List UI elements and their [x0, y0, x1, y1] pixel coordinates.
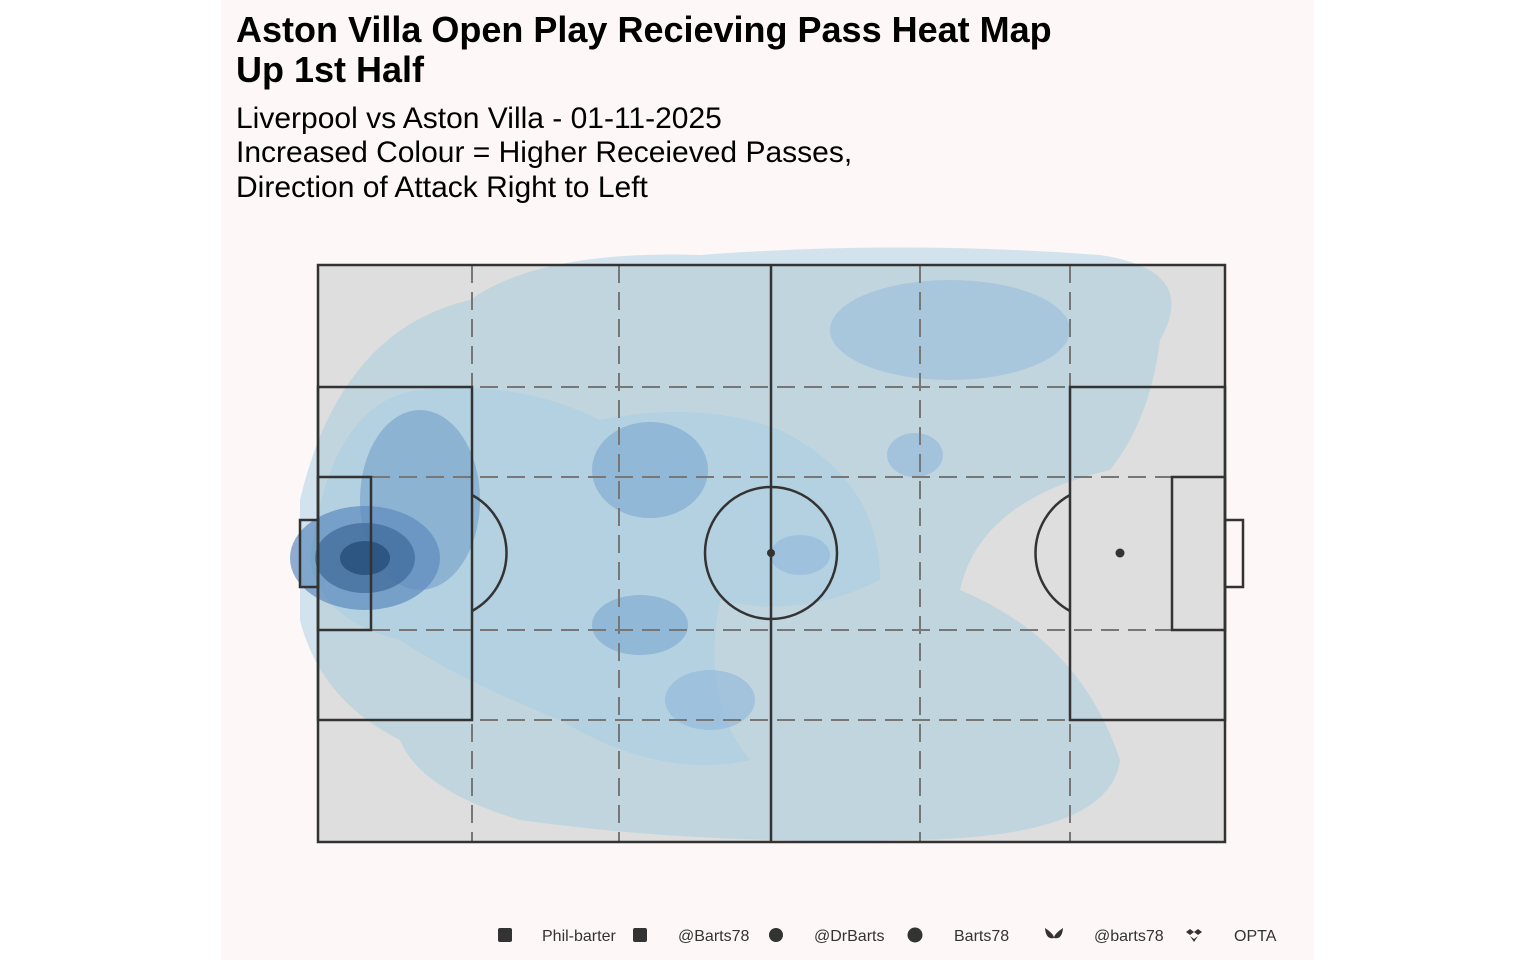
heat-contour [887, 433, 943, 477]
footer-link: @DrBarts [814, 928, 884, 945]
footer-link: @Barts78 [678, 928, 749, 945]
center-spot [767, 549, 775, 557]
heat-contour [830, 280, 1070, 380]
center-circle [703, 485, 839, 621]
heat-contour [592, 595, 688, 655]
pitch-lines [298, 263, 1245, 844]
penalty-spot [1115, 548, 1125, 558]
goal [1223, 518, 1245, 589]
penalty-arc [1034, 493, 1071, 613]
heat-contour [300, 247, 1172, 841]
x-icon [633, 928, 647, 942]
bluesky-icon [1045, 928, 1063, 939]
dropbox-icon [1186, 929, 1202, 942]
goal [298, 518, 320, 589]
penalty-arc [471, 493, 508, 613]
heat-contour [592, 422, 708, 518]
heat-map [290, 247, 1172, 841]
subtitle-line: Liverpool vs Aston Villa - 01-11-2025 [236, 102, 722, 135]
subtitle-line: Direction of Attack Right to Left [236, 171, 649, 204]
title-line: Aston Villa Open Play Recieving Pass Hea… [236, 9, 1052, 50]
footer-link: OPTA [1234, 928, 1277, 945]
title-line: Up 1st Half [236, 49, 425, 90]
footer: Phil-barter @Barts78 @DrBarts Barts78 @b… [498, 927, 1277, 945]
heat-contour [770, 535, 830, 575]
linkedin-icon [498, 928, 512, 942]
heat-contour [665, 670, 755, 730]
footer-link: Barts78 [954, 928, 1009, 945]
heat-contour [340, 541, 390, 575]
mastodon-icon [769, 928, 783, 942]
footer-link: Phil-barter [542, 928, 616, 945]
footer-link: @barts78 [1094, 928, 1164, 945]
subtitle-line: Increased Colour = Higher Receieved Pass… [236, 136, 852, 169]
github-icon [907, 927, 923, 943]
